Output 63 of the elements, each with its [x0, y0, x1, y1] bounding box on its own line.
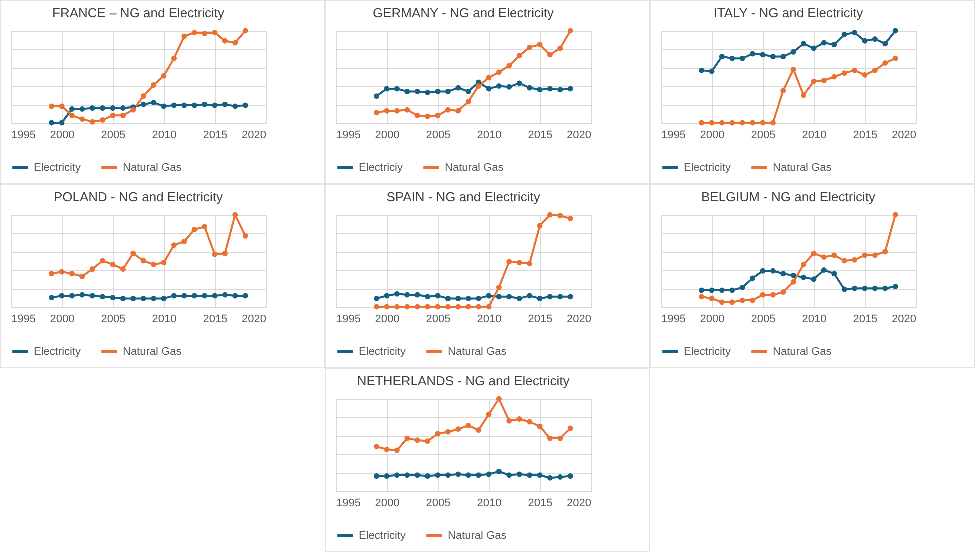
x-tick-label: 2000: [700, 130, 725, 142]
x-tick-label: 2010: [152, 130, 177, 142]
legend-label: Natural Gas: [773, 346, 832, 358]
x-tick-label: 1995: [336, 498, 361, 510]
legend-label: Electricity: [34, 346, 82, 358]
x-tick-label: 2005: [426, 314, 451, 326]
chart-title: BELGIUM - NG and Electricity: [701, 189, 876, 204]
legend-label: Electricity: [359, 530, 407, 542]
chart-title: ITALY - NG and Electricity: [714, 5, 864, 20]
x-tick-label: 2000: [50, 130, 75, 142]
x-tick-label: 2000: [700, 314, 725, 326]
x-tick-label: 2005: [426, 498, 451, 510]
chart-title: NETHERLANDS - NG and Electricity: [357, 373, 570, 388]
x-tick-label: 2000: [50, 314, 75, 326]
chart-title: POLAND - NG and Electricity: [54, 189, 224, 204]
chart-title: SPAIN - NG and Electricity: [386, 189, 541, 204]
x-tick-label: 1995: [662, 130, 686, 142]
x-tick-label: 2020: [567, 498, 592, 510]
x-tick-label: 2000: [375, 314, 400, 326]
x-tick-label: 2020: [242, 130, 266, 142]
legend-label: Natural Gas: [773, 162, 832, 174]
x-tick-label: 2010: [477, 498, 502, 510]
legend-label: Electriciy: [359, 162, 404, 174]
chart-title: GERMANY - NG and Electricity: [372, 5, 555, 20]
x-tick-label: 2010: [802, 130, 827, 142]
x-tick-label: 2020: [567, 314, 592, 326]
x-tick-label: 2015: [203, 130, 228, 142]
x-tick-label: 1995: [662, 314, 686, 326]
x-tick-label: 1995: [336, 314, 361, 326]
x-tick-label: 2015: [528, 314, 553, 326]
legend-label: Natural Gas: [445, 162, 504, 174]
x-tick-label: 2005: [751, 130, 776, 142]
legend-label: Natural Gas: [448, 530, 508, 542]
chart-title: FRANCE – NG and Electricity: [52, 5, 225, 20]
x-tick-label: 2005: [426, 130, 451, 142]
legend-label: Electricity: [684, 346, 732, 358]
x-tick-label: 2005: [101, 314, 126, 326]
legend-label: Electricity: [684, 162, 732, 174]
x-tick-label: 2010: [477, 130, 502, 142]
legend-label: Natural Gas: [448, 346, 508, 358]
x-tick-label: 2000: [375, 498, 400, 510]
x-tick-label: 2015: [203, 314, 228, 326]
legend-label: Electricity: [34, 162, 82, 174]
x-tick-label: 2010: [152, 314, 177, 326]
x-tick-label: 2010: [802, 314, 827, 326]
x-tick-label: 2015: [528, 498, 553, 510]
x-tick-label: 1995: [12, 130, 36, 142]
legend-label: Natural Gas: [123, 346, 182, 358]
x-tick-label: 2020: [567, 130, 592, 142]
x-tick-label: 2005: [751, 314, 776, 326]
x-tick-label: 2015: [853, 314, 878, 326]
x-tick-label: 1995: [12, 314, 36, 326]
x-tick-label: 2015: [853, 130, 878, 142]
x-tick-label: 1995: [336, 130, 361, 142]
legend-label: Electricity: [359, 346, 407, 358]
legend-label: Natural Gas: [123, 162, 182, 174]
x-tick-label: 2000: [375, 130, 400, 142]
x-tick-label: 2005: [101, 130, 126, 142]
x-tick-label: 2010: [477, 314, 502, 326]
x-tick-label: 2020: [892, 314, 916, 326]
x-tick-label: 2020: [892, 130, 916, 142]
x-tick-label: 2020: [242, 314, 266, 326]
x-tick-label: 2015: [528, 130, 553, 142]
